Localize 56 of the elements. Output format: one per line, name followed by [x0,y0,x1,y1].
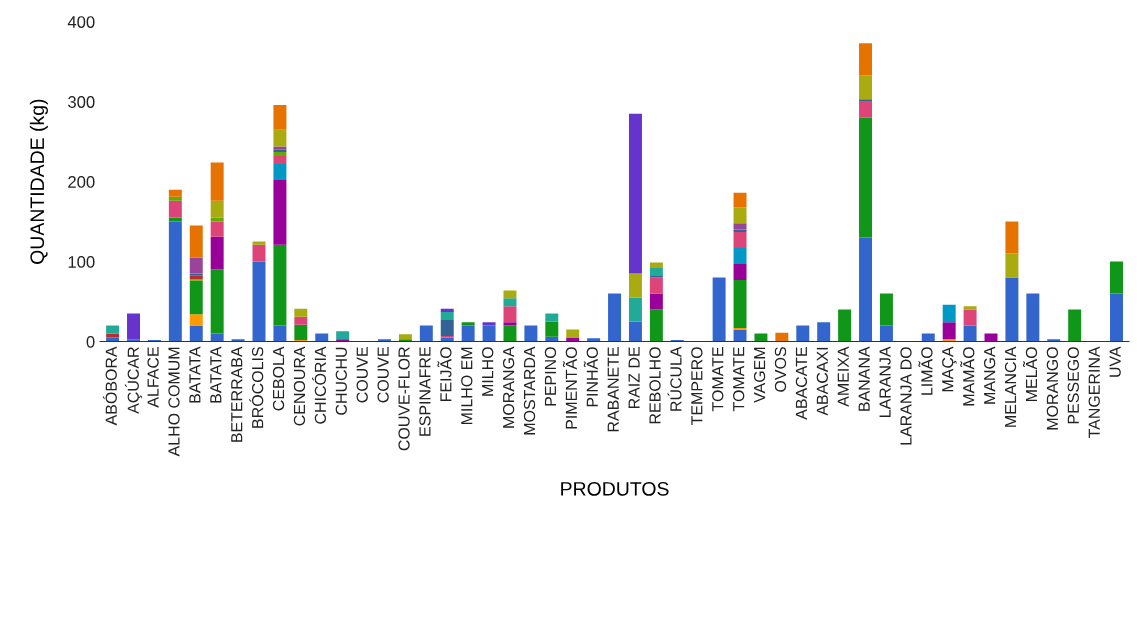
x-tick-label: ESPINAFRE [419,347,431,436]
x-tick-label: BATATA [210,346,222,403]
y-tick-label: 100 [68,256,95,268]
x-tick-label: ALFACE [147,347,159,408]
x-tick-label: BATATA [189,346,201,403]
x-tick-label: MORANGA [502,346,515,428]
x-tick-label: MOSTARDA [523,346,536,435]
x-tick-label: COUVE-FLOR [398,347,410,451]
x-tick-label: OVOS [774,347,787,392]
x-tick-label: TANGERINA [1088,346,1100,439]
x-tick-label: REBOLHO [649,347,661,424]
x-tick-label: LIMÃO [918,347,933,395]
x-tick-label: TOMATE [712,347,724,412]
x-tick-label: ABACATE [795,347,808,420]
x-tick-label: AMEIXA [837,346,849,407]
x-tick-label: RABANETE [607,347,619,432]
x-tick-label: LARANJA [879,346,891,417]
x-tick-label: TOMATE [733,347,745,412]
x-tick-label: MAÇA [942,346,957,392]
x-tick-label: ALHO COMUM [168,347,180,457]
x-tick-label: PINHÃO [583,347,598,407]
x-tick-label: BANANA [858,346,870,411]
y-axis-title: QUANTIDADE (kg) [29,99,48,264]
x-tick-label: MANGA [983,346,996,404]
x-tick-label: CENOURA [293,346,306,426]
x-tick-label: BRÓCOLIS [249,347,264,428]
x-tick-label: CEBOLA [272,346,285,411]
x-tick-label: MORANGO [1046,347,1059,430]
x-tick-label: AÇÚCAR [124,347,143,414]
x-tick-label: COUVE [356,347,368,403]
x-tick-label: PESSEGO [1067,347,1079,424]
x-tick-label: MILHO EM [461,347,473,425]
x-tick-label: PIMENTÃO [562,347,578,429]
x-tick-label: FEIJÃO [437,347,452,402]
y-tick-label: 300 [68,96,95,108]
x-tick-label: COUVE [377,347,389,403]
x-tick-label: UVA [1109,346,1121,377]
y-tick-label: 200 [68,176,95,188]
x-tick-label: MILHO [482,347,494,396]
y-tick-label: 400 [67,16,95,28]
x-tick-label: RÚCULA [667,346,682,411]
x-tick-label: ABÓBORA [102,346,117,426]
x-tick-label: LARANJA DO [900,347,912,445]
x-tick-label: ABACAXI [816,347,828,416]
x-tick-label: BETERRABA [231,346,243,442]
x-tick-label: CHUCHU [335,347,347,415]
x-tick-label: TEMPERO [691,347,703,426]
x-tick-label: PEPINO [544,347,557,406]
x-tick-label: CHICÓRIA [312,346,327,424]
x-tick-label: RAIZ DE [628,347,640,409]
x-tick-label: VAGEM [753,347,766,403]
x-tick-label: MELANCIA [1004,346,1017,427]
x-axis-title: PRODUTOS [561,481,669,496]
y-tick-label: 0 [86,335,95,348]
x-tick-label: MAMÃO [960,347,975,406]
x-tick-label: MELÃO [1022,347,1038,402]
